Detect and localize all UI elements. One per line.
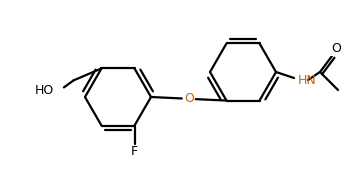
- Text: HN: HN: [298, 73, 317, 86]
- Text: F: F: [131, 145, 138, 158]
- Text: O: O: [184, 92, 194, 105]
- Text: HO: HO: [35, 84, 54, 97]
- Text: O: O: [331, 43, 341, 56]
